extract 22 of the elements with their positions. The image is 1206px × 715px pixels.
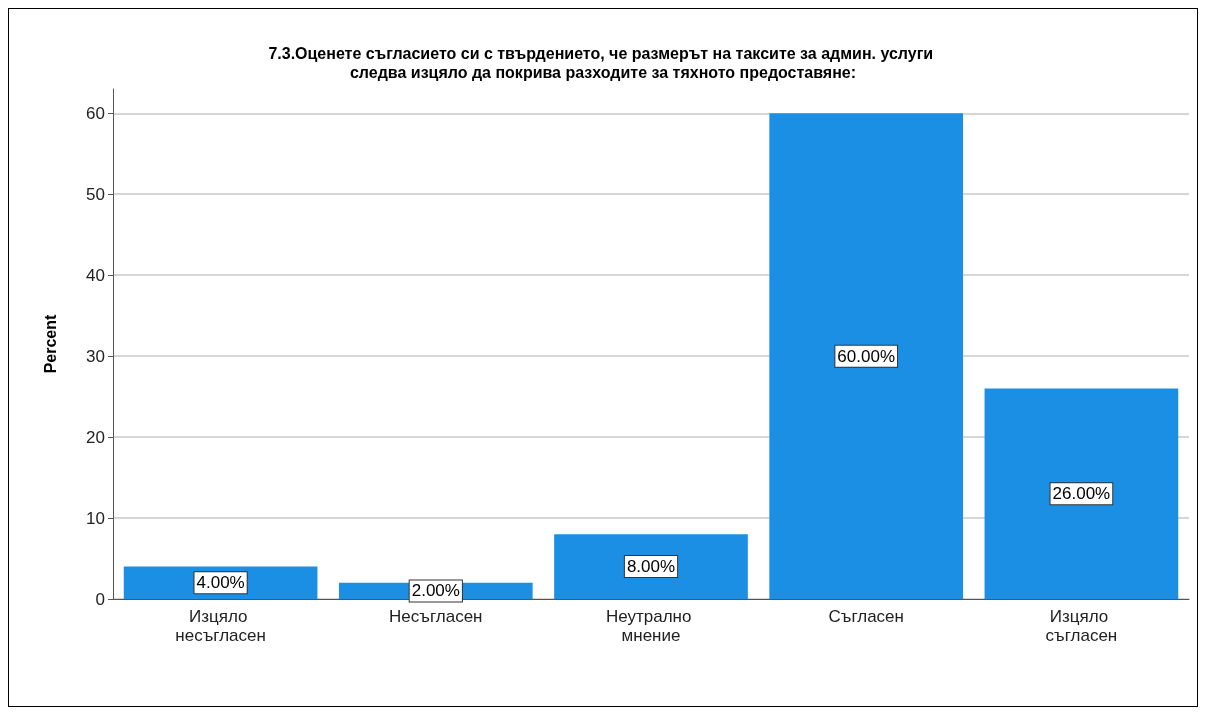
x-tick-label: Изцяло съгласен bbox=[1045, 607, 1118, 645]
chart-title: 7.3.Оценете съгласието си с твърдението, че размерът на таксите за админ. услуги следва изцяло да покрива разходите за тяхното предоставяне: bbox=[268, 45, 938, 81]
x-tick-label: Неутрално мнение bbox=[605, 607, 697, 645]
data-label: 26.00% bbox=[1052, 484, 1111, 504]
x-tick-label: Несъгласен bbox=[389, 607, 483, 626]
data-label: 60.00% bbox=[837, 346, 896, 366]
bar bbox=[984, 388, 1179, 599]
x-tick-label: Изцяло несъгласен bbox=[175, 607, 266, 645]
y-tick-label: 0 bbox=[95, 589, 105, 609]
data-label: 8.00% bbox=[626, 557, 676, 577]
y-tick-label: 30 bbox=[86, 346, 105, 366]
data-label: 2.00% bbox=[411, 581, 460, 601]
bar bbox=[554, 534, 748, 599]
y-tick-label: 60 bbox=[86, 103, 105, 123]
bar bbox=[769, 113, 964, 599]
y-tick-label: 20 bbox=[86, 427, 105, 447]
y-tick-label: 10 bbox=[86, 508, 105, 528]
y-tick-label: 50 bbox=[86, 184, 105, 204]
data-label: 4.00% bbox=[196, 573, 245, 593]
x-tick-label: Съгласен bbox=[828, 607, 904, 626]
y-tick-label: 40 bbox=[86, 265, 105, 285]
y-axis-title: Percent bbox=[41, 313, 59, 374]
